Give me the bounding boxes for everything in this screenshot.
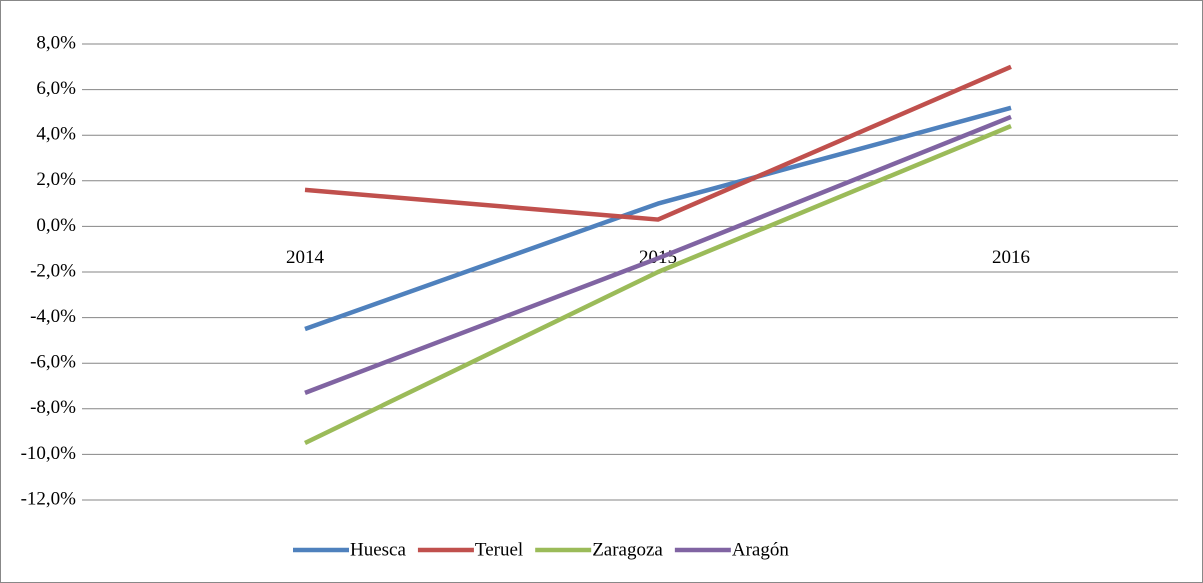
series-line [304, 124, 1012, 446]
series-line [304, 64, 1012, 222]
y-tick-label: 8,0% [36, 32, 76, 53]
y-tick-label: -12,0% [21, 488, 77, 509]
y-tick-label: -10,0% [21, 443, 77, 464]
y-tick-label: -2,0% [30, 260, 76, 281]
legend-label: Zaragoza [592, 539, 663, 560]
y-tick-label: 2,0% [36, 169, 76, 190]
legend-label: Huesca [350, 539, 406, 560]
y-tick-label: -6,0% [30, 352, 76, 373]
legend-label: Teruel [475, 539, 523, 560]
x-tick-label: 2016 [992, 247, 1030, 268]
y-tick-label: 0,0% [36, 215, 76, 236]
series-line [304, 114, 1012, 395]
y-tick-label: -8,0% [30, 397, 76, 418]
legend-label: Aragón [732, 539, 789, 560]
series-line [304, 105, 1012, 332]
x-tick-label: 2014 [286, 247, 325, 268]
y-tick-label: 4,0% [36, 124, 76, 145]
y-tick-label: -4,0% [30, 306, 76, 327]
y-tick-label: 6,0% [36, 78, 76, 99]
